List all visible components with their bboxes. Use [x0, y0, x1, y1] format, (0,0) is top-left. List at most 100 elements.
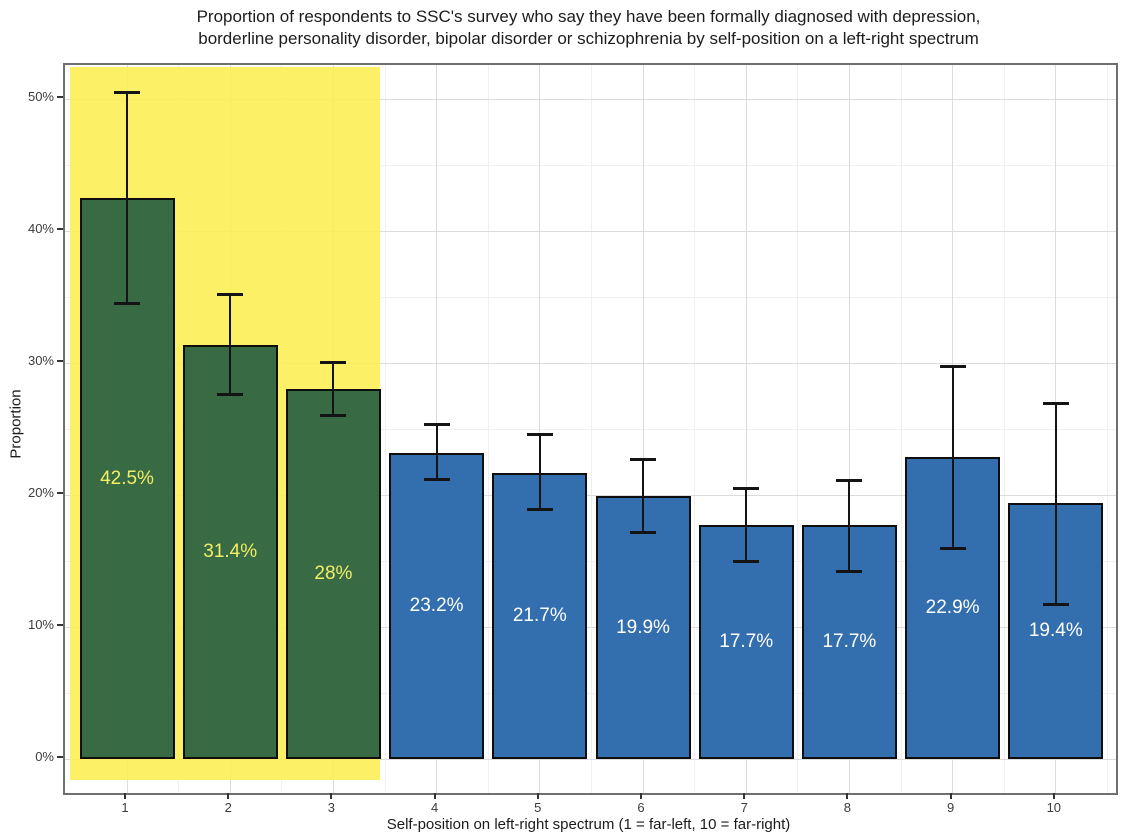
gridline-minor-vertical	[900, 65, 902, 793]
x-tick-mark	[1052, 793, 1055, 799]
gridline-minor-vertical	[384, 65, 386, 793]
bar-value-label: 17.7%	[822, 631, 877, 653]
error-bar-cap-top	[320, 360, 347, 364]
x-tick-mark	[640, 793, 642, 799]
gridline-minor-horizontal	[65, 692, 1116, 694]
x-tick-label: 8	[843, 800, 851, 815]
x-tick-label: 6	[637, 800, 645, 815]
gridline-major-horizontal	[65, 758, 1116, 760]
error-bar-whisker	[1054, 402, 1057, 605]
plot-panel: 42.5% 31.4% 28% 23.2% 21.7% 19.9% 17.7% 17.7% 22…	[63, 63, 1118, 795]
gridline-major-vertical	[848, 65, 850, 793]
error-bar-cap-bottom	[526, 507, 553, 511]
error-bar-cap-top	[630, 458, 656, 462]
bar-value-label: 22.9%	[925, 596, 980, 618]
y-tick-label: 20%	[27, 485, 54, 500]
x-tick-label: 4	[430, 800, 439, 815]
x-tick-label: 10	[1046, 800, 1062, 815]
gridline-major-vertical	[642, 65, 644, 793]
x-tick-mark	[536, 793, 539, 799]
x-tick-label: 1	[121, 800, 129, 815]
y-tick-label: 40%	[27, 221, 54, 236]
x-tick-label: 5	[534, 800, 542, 815]
gridline-major-horizontal	[65, 626, 1116, 628]
y-tick-mark	[57, 492, 63, 494]
error-bar-cap-bottom	[733, 560, 760, 564]
gridline-minor-horizontal	[65, 296, 1116, 298]
gridline-minor-vertical	[590, 65, 592, 793]
bar	[182, 344, 278, 759]
error-bar-whisker	[642, 459, 644, 534]
bar	[492, 472, 588, 759]
error-bar-whisker	[745, 488, 748, 563]
error-bar-cap-top	[1042, 401, 1069, 405]
x-tick-mark	[124, 793, 126, 799]
bar-value-label: 17.7%	[719, 631, 774, 653]
gridline-minor-horizontal	[65, 428, 1116, 430]
error-bar-cap-bottom	[217, 392, 244, 396]
bar-value-label: 23.2%	[409, 594, 464, 616]
error-bar-whisker	[435, 423, 438, 481]
chart-title-line2: borderline personality disorder, bipolar…	[198, 29, 979, 48]
x-tick-mark	[227, 793, 230, 799]
y-tick-mark	[57, 360, 63, 362]
error-bar-whisker	[126, 92, 128, 304]
gridline-minor-vertical	[1003, 65, 1005, 793]
gridline-major-vertical	[745, 65, 747, 793]
error-bar-cap-top	[217, 293, 244, 297]
error-bar-cap-bottom	[939, 547, 966, 551]
gridline-minor-horizontal	[65, 560, 1116, 562]
y-tick-mark	[57, 624, 63, 626]
error-bar-cap-bottom	[630, 531, 656, 535]
bar-value-label: 19.4%	[1028, 619, 1083, 641]
y-tick-mark	[57, 228, 63, 230]
gridline-major-horizontal	[65, 494, 1116, 496]
gridline-major-horizontal	[65, 98, 1116, 100]
gridline-minor-vertical	[1106, 65, 1108, 793]
bar-value-label: 19.9%	[616, 616, 670, 638]
x-tick-mark	[949, 793, 952, 799]
bar	[389, 452, 485, 759]
error-bar-whisker	[538, 434, 541, 510]
y-tick-mark	[57, 756, 63, 758]
y-tick-label: 50%	[27, 89, 54, 104]
bar-value-label: 42.5%	[100, 467, 154, 489]
x-axis-title: Self-position on left-right spectrum (1 …	[386, 816, 791, 833]
bar	[595, 496, 691, 759]
error-bar-cap-bottom	[114, 301, 140, 305]
error-bar-whisker	[848, 480, 851, 572]
error-bar-cap-top	[733, 487, 760, 491]
x-tick-mark	[330, 793, 333, 799]
x-tick-label: 7	[740, 800, 748, 815]
y-tick-label: 0%	[35, 749, 54, 764]
error-bar-whisker	[229, 294, 232, 395]
x-tick-label: 3	[327, 800, 335, 815]
gridline-minor-vertical	[797, 65, 799, 793]
chart-title: Proportion of respondents to SSC's surve…	[63, 6, 1114, 50]
y-tick-label: 30%	[27, 353, 54, 368]
y-tick-mark	[57, 96, 63, 98]
error-bar-cap-bottom	[836, 569, 863, 573]
gridline-major-horizontal	[65, 230, 1116, 232]
x-tick-label: 9	[946, 800, 955, 815]
gridline-minor-vertical	[694, 65, 696, 793]
error-bar-whisker	[951, 365, 954, 550]
bar-value-label: 31.4%	[203, 540, 258, 562]
gridline-minor-vertical	[487, 65, 489, 793]
gridline-minor-horizontal	[65, 164, 1116, 166]
error-bar-cap-bottom	[320, 413, 347, 417]
bar	[285, 389, 381, 759]
error-bar-cap-top	[423, 422, 450, 426]
error-bar-cap-top	[939, 364, 966, 368]
x-tick-label: 2	[224, 800, 232, 815]
chart-title-line1: Proportion of respondents to SSC's surve…	[196, 7, 981, 26]
x-tick-mark	[743, 793, 746, 799]
x-tick-mark	[433, 793, 436, 799]
bar	[698, 525, 794, 759]
bar-value-label: 21.7%	[512, 604, 567, 626]
error-bar-cap-bottom	[423, 478, 450, 482]
error-bar-cap-top	[836, 479, 863, 483]
x-tick-mark	[846, 793, 849, 799]
gridline-major-horizontal	[65, 362, 1116, 364]
